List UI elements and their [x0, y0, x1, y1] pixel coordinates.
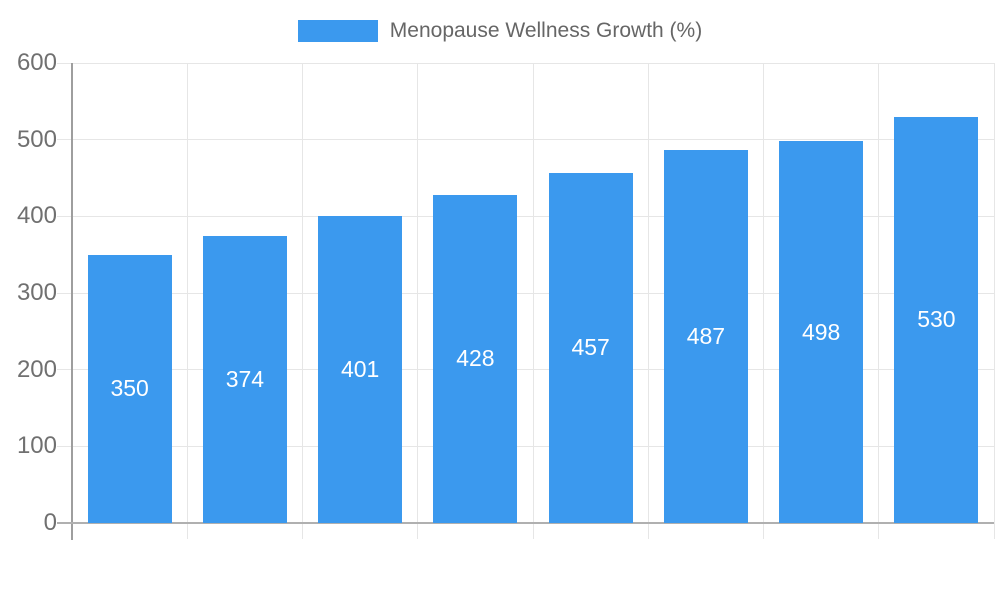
bar: 530: [894, 116, 979, 523]
bar-value-label: 487: [686, 322, 726, 349]
gridline-v: [763, 63, 764, 523]
legend[interactable]: Menopause Wellness Growth (%): [0, 19, 1000, 43]
y-axis-line: [71, 63, 73, 540]
y-tick: [57, 445, 72, 447]
bar: 374: [202, 236, 287, 523]
y-tick: [57, 62, 72, 64]
x-tick: [302, 523, 303, 539]
legend-swatch: [297, 20, 378, 42]
gridline-v: [417, 63, 419, 523]
legend-label: Menopause Wellness Growth (%): [389, 19, 703, 42]
gridline-v: [993, 63, 995, 523]
x-tick: [186, 523, 188, 539]
bar-value-label: 428: [456, 345, 495, 372]
gridline-v: [647, 63, 649, 523]
gridline-v: [878, 63, 880, 523]
bar-value-label: 530: [917, 306, 956, 333]
y-tick: [57, 139, 72, 141]
gridline-v: [302, 63, 303, 523]
bar-value-label: 457: [571, 334, 610, 361]
y-tick: [57, 292, 72, 294]
x-tick: [647, 523, 649, 539]
bar-value-label: 401: [340, 355, 380, 382]
bar: 350: [87, 254, 172, 523]
y-tick-label: 400: [16, 202, 57, 230]
bar: 498: [779, 141, 864, 523]
x-tick: [417, 523, 419, 539]
y-tick: [57, 215, 72, 217]
bar-value-label: 374: [225, 366, 265, 393]
bar: 401: [318, 215, 403, 523]
x-tick: [532, 523, 534, 539]
y-tick-label: 300: [16, 279, 57, 306]
y-tick-label: 200: [16, 355, 57, 383]
y-tick-label: 100: [16, 432, 57, 460]
bar: 428: [433, 194, 518, 523]
gridline-v: [532, 63, 534, 523]
bar: 487: [663, 149, 748, 523]
plot-area: 350 374 401 428 457 487 498 530: [57, 62, 995, 540]
x-axis-line: [57, 522, 994, 524]
gridline-v: [186, 63, 188, 523]
bar: 457: [548, 172, 633, 523]
bar-value-label: 498: [801, 318, 841, 345]
x-tick: [993, 523, 995, 539]
x-tick: [878, 523, 880, 539]
y-tick-label: 500: [16, 125, 57, 153]
y-tick-label: 600: [16, 49, 57, 76]
bar-value-label: 350: [110, 375, 149, 402]
y-tick-label: 0: [43, 509, 57, 536]
x-tick: [763, 523, 764, 539]
y-tick: [57, 369, 72, 371]
